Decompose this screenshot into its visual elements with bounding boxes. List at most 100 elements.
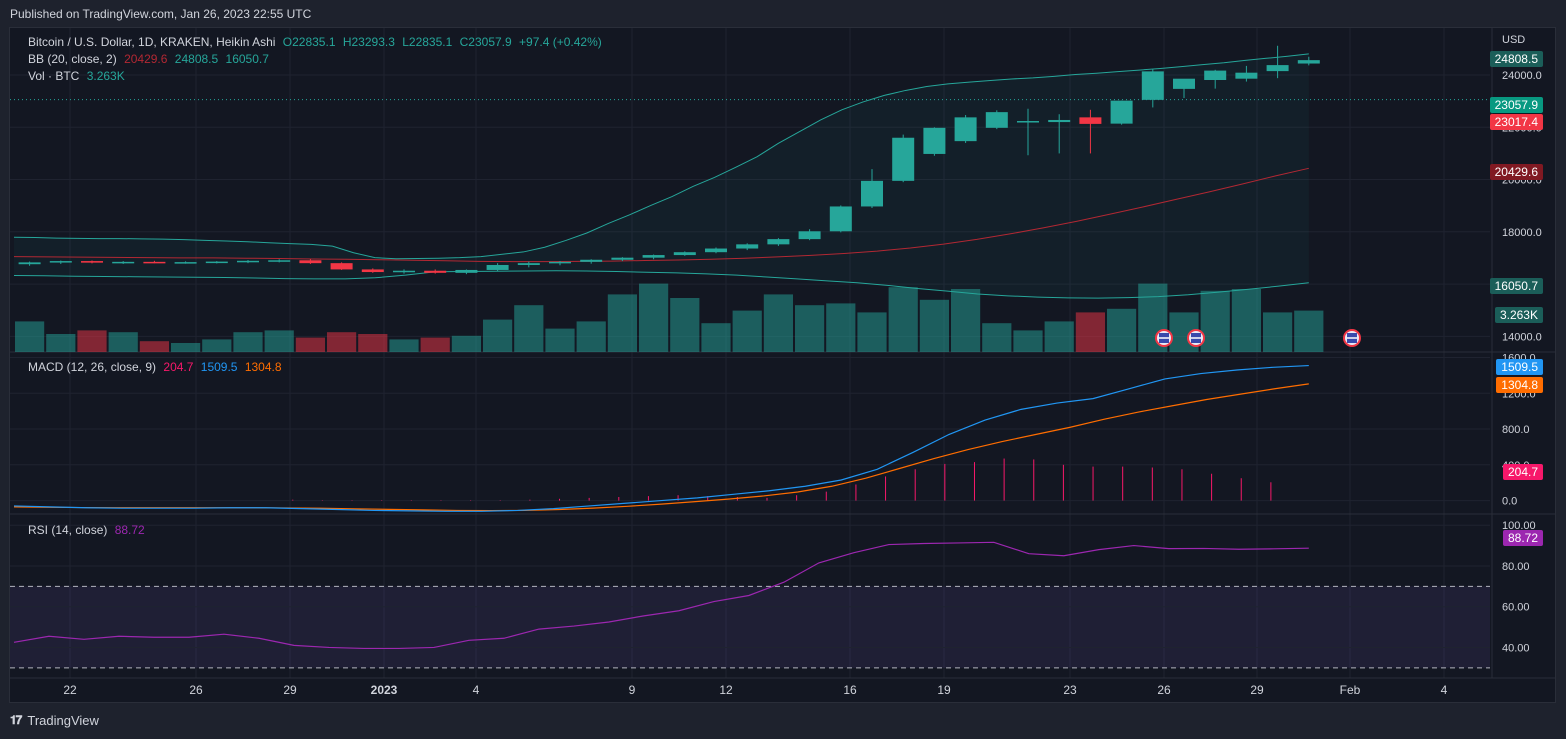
volume-bar	[389, 339, 419, 352]
candle-body	[424, 270, 447, 273]
candle-body	[798, 231, 821, 240]
candle-body	[49, 261, 72, 263]
symbol-title[interactable]: Bitcoin / U.S. Dollar, 1D, KRAKEN, Heiki…	[28, 35, 276, 49]
candle-body	[705, 248, 727, 253]
time-tick-label: 4	[1441, 683, 1448, 697]
time-tick-label: 26	[1157, 683, 1171, 697]
prev-close-price-label: 23017.4	[1489, 114, 1543, 130]
bb-lower-line	[13, 270, 1309, 299]
candle-body	[361, 269, 384, 273]
candle-body	[268, 260, 291, 262]
time-tick-label: 9	[629, 683, 636, 697]
volume-bar	[295, 337, 325, 352]
candle-body	[954, 117, 977, 142]
bb-lower-price-label: 16050.7	[1489, 278, 1543, 294]
bb-legend: BB (20, close, 2) 20429.6 24808.5 16050.…	[28, 52, 273, 66]
volume-bar	[919, 299, 949, 352]
time-tick-label: 22	[63, 683, 77, 697]
currency-label[interactable]: USD	[1502, 34, 1526, 46]
candle-body	[1110, 100, 1133, 124]
candle-body	[205, 261, 228, 264]
volume-bar	[1294, 310, 1324, 352]
candle-body	[1079, 117, 1102, 124]
candle-body	[767, 239, 790, 245]
vol-legend: Vol · BTC 3.263K	[28, 69, 129, 83]
chart-frame[interactable]: 14000.016000.018000.020000.022000.024000…	[9, 27, 1556, 703]
volume-bar	[1013, 330, 1043, 352]
candle-body	[174, 262, 197, 264]
footer: 𝟏𝟕 TradingView	[10, 713, 99, 728]
rsi-line	[13, 541, 1309, 650]
candle-body	[81, 261, 103, 263]
volume-bar	[77, 330, 107, 352]
macd-price-label: 1509.5	[1496, 359, 1543, 375]
candle-body	[1204, 70, 1227, 80]
macd-signal-line	[13, 383, 1309, 512]
candle-body	[486, 264, 509, 270]
volume-bar	[607, 294, 637, 352]
volume-bar	[108, 332, 138, 352]
candle-body	[393, 270, 415, 273]
us-flag-event-icon[interactable]	[1343, 329, 1361, 347]
candle-body	[112, 261, 135, 264]
volume-bar	[202, 339, 232, 352]
signal-price-label: 1304.8	[1496, 377, 1543, 393]
bb-upper-line	[13, 53, 1309, 260]
volume-bar	[483, 319, 513, 352]
volume-bar	[639, 283, 669, 352]
macd-legend: MACD (12, 26, close, 9) 204.7 1509.5 130…	[28, 360, 286, 374]
rsi-tick-label: 100.00	[1502, 520, 1536, 532]
bb-upper-price-label: 24808.5	[1489, 51, 1543, 67]
rsi-title[interactable]: RSI (14, close)	[28, 523, 108, 537]
rsi-tick-label: 40.00	[1502, 642, 1530, 654]
us-flag-event-icon[interactable]	[1155, 329, 1173, 347]
volume-bar	[857, 312, 887, 352]
candle-body	[611, 257, 634, 260]
volume-bar	[1107, 308, 1137, 352]
chart-canvas[interactable]: 14000.016000.018000.020000.022000.024000…	[10, 28, 1555, 702]
candle-body	[673, 252, 696, 256]
volume-bar	[982, 323, 1012, 352]
volume-bar	[358, 334, 388, 352]
macd-line	[13, 364, 1309, 512]
volume-bar	[264, 330, 294, 352]
footer-brand[interactable]: TradingView	[27, 713, 99, 728]
candle-body	[455, 269, 478, 273]
us-flag-event-icon[interactable]	[1187, 329, 1205, 347]
volume-bar	[514, 305, 544, 352]
time-tick-label: 19	[937, 683, 951, 697]
volume-bar	[670, 298, 700, 352]
candle-body	[642, 255, 665, 258]
volume-bar	[795, 305, 825, 352]
rsi-price-label: 88.72	[1502, 530, 1543, 546]
volume-bar	[1231, 289, 1261, 352]
volume-bar	[732, 310, 762, 352]
candle-body	[143, 261, 166, 264]
volume-bar	[46, 334, 76, 352]
candle-body	[1235, 72, 1258, 79]
macd-signal-value: 1304.8	[244, 360, 282, 374]
candle-body	[549, 261, 571, 264]
bb-title[interactable]: BB (20, close, 2)	[28, 52, 117, 66]
rsi-legend: RSI (14, close) 88.72	[28, 523, 149, 537]
bb-basis-value: 20429.6	[124, 52, 168, 66]
time-tick-label: Feb	[1340, 683, 1361, 697]
published-header: Published on TradingView.com, Jan 26, 20…	[10, 7, 312, 21]
volume-bar	[545, 328, 575, 352]
candle-body	[18, 262, 41, 265]
candle-body	[985, 112, 1008, 128]
volume-bar	[888, 287, 918, 352]
candle-body	[861, 180, 883, 207]
open-value: O22835.1	[282, 35, 336, 49]
candle-body	[1266, 65, 1289, 72]
candle-body	[1017, 121, 1039, 123]
macd-tick-label: 800.0	[1502, 424, 1530, 436]
volume-bar	[1263, 312, 1293, 352]
vol-title[interactable]: Vol · BTC	[28, 69, 80, 83]
volume-bar	[1075, 312, 1105, 352]
bb-basis-price-label: 20429.6	[1489, 164, 1543, 180]
price-tick-label: 14000.0	[1502, 331, 1542, 343]
macd-title[interactable]: MACD (12, 26, close, 9)	[28, 360, 157, 374]
candle-body	[580, 259, 603, 262]
candle-body	[829, 206, 852, 232]
